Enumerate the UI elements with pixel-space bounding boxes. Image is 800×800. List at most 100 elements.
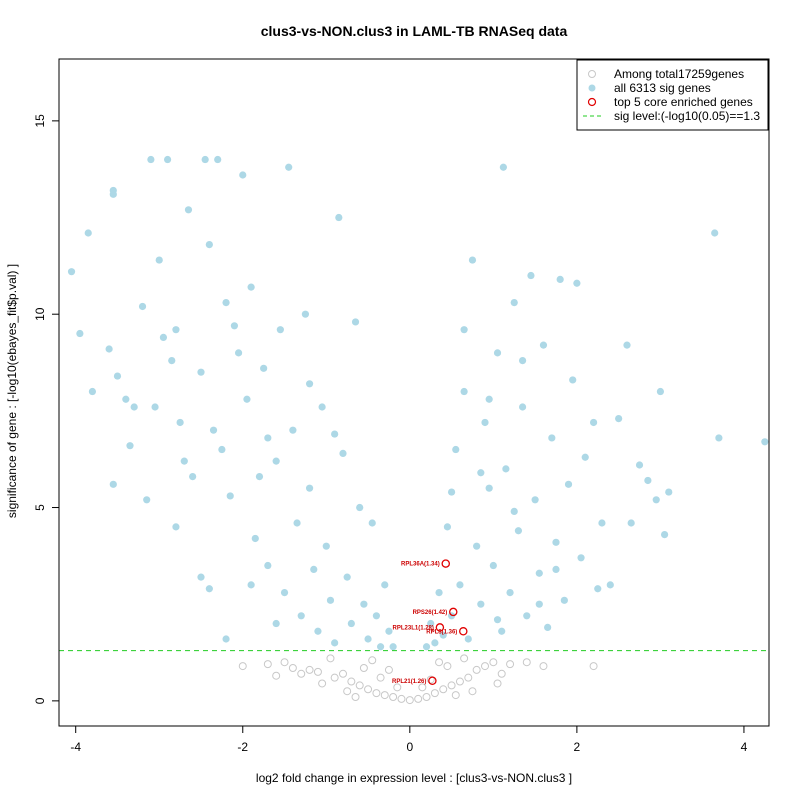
nonsig-gene-point bbox=[288, 664, 297, 672]
y-tick-label: 15 bbox=[33, 114, 47, 128]
sig-gene-point bbox=[564, 480, 573, 488]
sig-gene-point bbox=[289, 426, 297, 434]
legend-box bbox=[576, 59, 769, 131]
sig-gene-point bbox=[335, 213, 343, 222]
sig-gene-point bbox=[468, 256, 477, 264]
legend-marker-core bbox=[587, 97, 597, 107]
core-gene-point bbox=[459, 627, 468, 636]
nonsig-gene-point bbox=[414, 694, 423, 703]
gene-annotation-label: RPL8(1.36) bbox=[426, 629, 457, 635]
sig-gene-point bbox=[443, 523, 452, 531]
sig-gene-point bbox=[197, 573, 205, 581]
sig-gene-point bbox=[473, 542, 481, 550]
sig-gene-point bbox=[493, 616, 502, 624]
x-axis-label: log2 fold change in expression level : [… bbox=[256, 771, 572, 785]
sig-gene-point bbox=[218, 445, 226, 454]
sig-gene-point bbox=[109, 480, 117, 488]
sig-gene-point bbox=[247, 283, 255, 291]
sig-gene-point bbox=[280, 589, 289, 597]
nonsig-gene-point bbox=[238, 662, 247, 671]
nonsig-gene-point bbox=[455, 677, 464, 686]
sig-gene-point bbox=[201, 155, 209, 164]
sig-gene-point bbox=[485, 395, 493, 403]
nonsig-gene-point bbox=[497, 669, 506, 678]
sig-gene-point bbox=[159, 333, 168, 341]
gene-annotation-label: RPS26(1.42) bbox=[413, 610, 448, 616]
sig-gene-point bbox=[493, 349, 502, 357]
sig-gene-point bbox=[184, 206, 193, 214]
sig-gene-point bbox=[660, 531, 669, 539]
sig-gene-point bbox=[168, 357, 176, 365]
sig-gene-point bbox=[318, 403, 326, 411]
sig-gene-point bbox=[548, 434, 556, 442]
nonsig-gene-point bbox=[389, 693, 398, 701]
nonsig-gene-point bbox=[280, 658, 289, 667]
core-gene-point bbox=[449, 607, 458, 617]
sig-gene-point bbox=[247, 581, 255, 589]
y-tick-label: 10 bbox=[33, 307, 47, 321]
sig-gene-point bbox=[356, 503, 364, 512]
sig-gene-point bbox=[239, 171, 247, 179]
sig-gene-point bbox=[251, 534, 259, 543]
nonsig-gene-point bbox=[393, 683, 402, 692]
x-tick-label: 2 bbox=[574, 740, 581, 754]
nonsig-gene-point bbox=[506, 660, 515, 669]
chart-title: clus3-vs-NON.clus3 in LAML-TB RNASeq dat… bbox=[261, 23, 568, 39]
sig-gene-point bbox=[422, 643, 431, 651]
sig-gene-point bbox=[652, 496, 660, 504]
sig-gene-point bbox=[230, 322, 239, 330]
legend-label-total: Among total17259genes bbox=[614, 67, 744, 81]
nonsig-gene-point bbox=[460, 654, 469, 663]
sig-gene-point bbox=[67, 268, 76, 276]
nonsig-gene-point bbox=[297, 669, 306, 678]
sig-gene-point bbox=[226, 492, 234, 500]
sig-gene-point bbox=[264, 561, 272, 570]
sig-gene-point bbox=[105, 345, 113, 353]
nonsig-gene-point bbox=[422, 693, 431, 701]
y-tick-label: 0 bbox=[33, 697, 47, 704]
core-points-layer bbox=[428, 559, 468, 686]
sig-gene-point bbox=[656, 387, 665, 396]
sig-gene-point bbox=[623, 341, 631, 349]
sig-gene-point bbox=[143, 496, 151, 504]
sig-gene-point bbox=[351, 318, 360, 326]
sig-gene-point bbox=[343, 573, 351, 581]
sig-gene-point bbox=[481, 418, 489, 427]
core-gene-point bbox=[441, 559, 450, 568]
sig-gene-point bbox=[573, 279, 581, 287]
nonsig-gene-point bbox=[351, 693, 360, 701]
core-gene-point bbox=[435, 623, 445, 632]
gene-annotation-label: RPL36A(1.34) bbox=[401, 562, 440, 568]
sig-gene-point bbox=[427, 619, 435, 628]
sig-gene-point bbox=[589, 418, 598, 427]
sig-gene-point bbox=[209, 426, 218, 434]
sig-gene-point bbox=[197, 368, 205, 376]
sig-gene-point bbox=[435, 589, 443, 597]
nonsig-gene-point bbox=[489, 658, 498, 667]
sig-gene-point bbox=[285, 163, 293, 171]
y-axis: 0 5 10 15 bbox=[33, 114, 60, 704]
nonsig-gene-point bbox=[539, 662, 548, 671]
sig-gene-point bbox=[364, 635, 372, 643]
sig-gene-point bbox=[88, 387, 97, 396]
sig-gene-point bbox=[389, 643, 397, 651]
nonsig-gene-point bbox=[418, 683, 427, 692]
x-axis: -4 -2 0 2 4 bbox=[70, 725, 748, 754]
sig-gene-point bbox=[113, 372, 122, 380]
sig-gene-point bbox=[189, 473, 197, 481]
legend-marker-total bbox=[588, 70, 596, 78]
sig-gene-point bbox=[264, 434, 272, 442]
nonsig-gene-point bbox=[343, 687, 352, 696]
nonsig-points-layer bbox=[238, 654, 598, 705]
nonsig-gene-point bbox=[380, 691, 389, 700]
legend-label-core: top 5 core enriched genes bbox=[614, 95, 753, 109]
sig-gene-point bbox=[243, 395, 251, 403]
sig-gene-point bbox=[510, 507, 518, 515]
sig-gene-point bbox=[331, 430, 339, 438]
nonsig-gene-point bbox=[481, 662, 489, 671]
sig-gene-point bbox=[598, 519, 606, 527]
sig-gene-point bbox=[477, 469, 485, 477]
nonsig-gene-point bbox=[405, 696, 414, 705]
sig-gene-point bbox=[234, 349, 243, 357]
